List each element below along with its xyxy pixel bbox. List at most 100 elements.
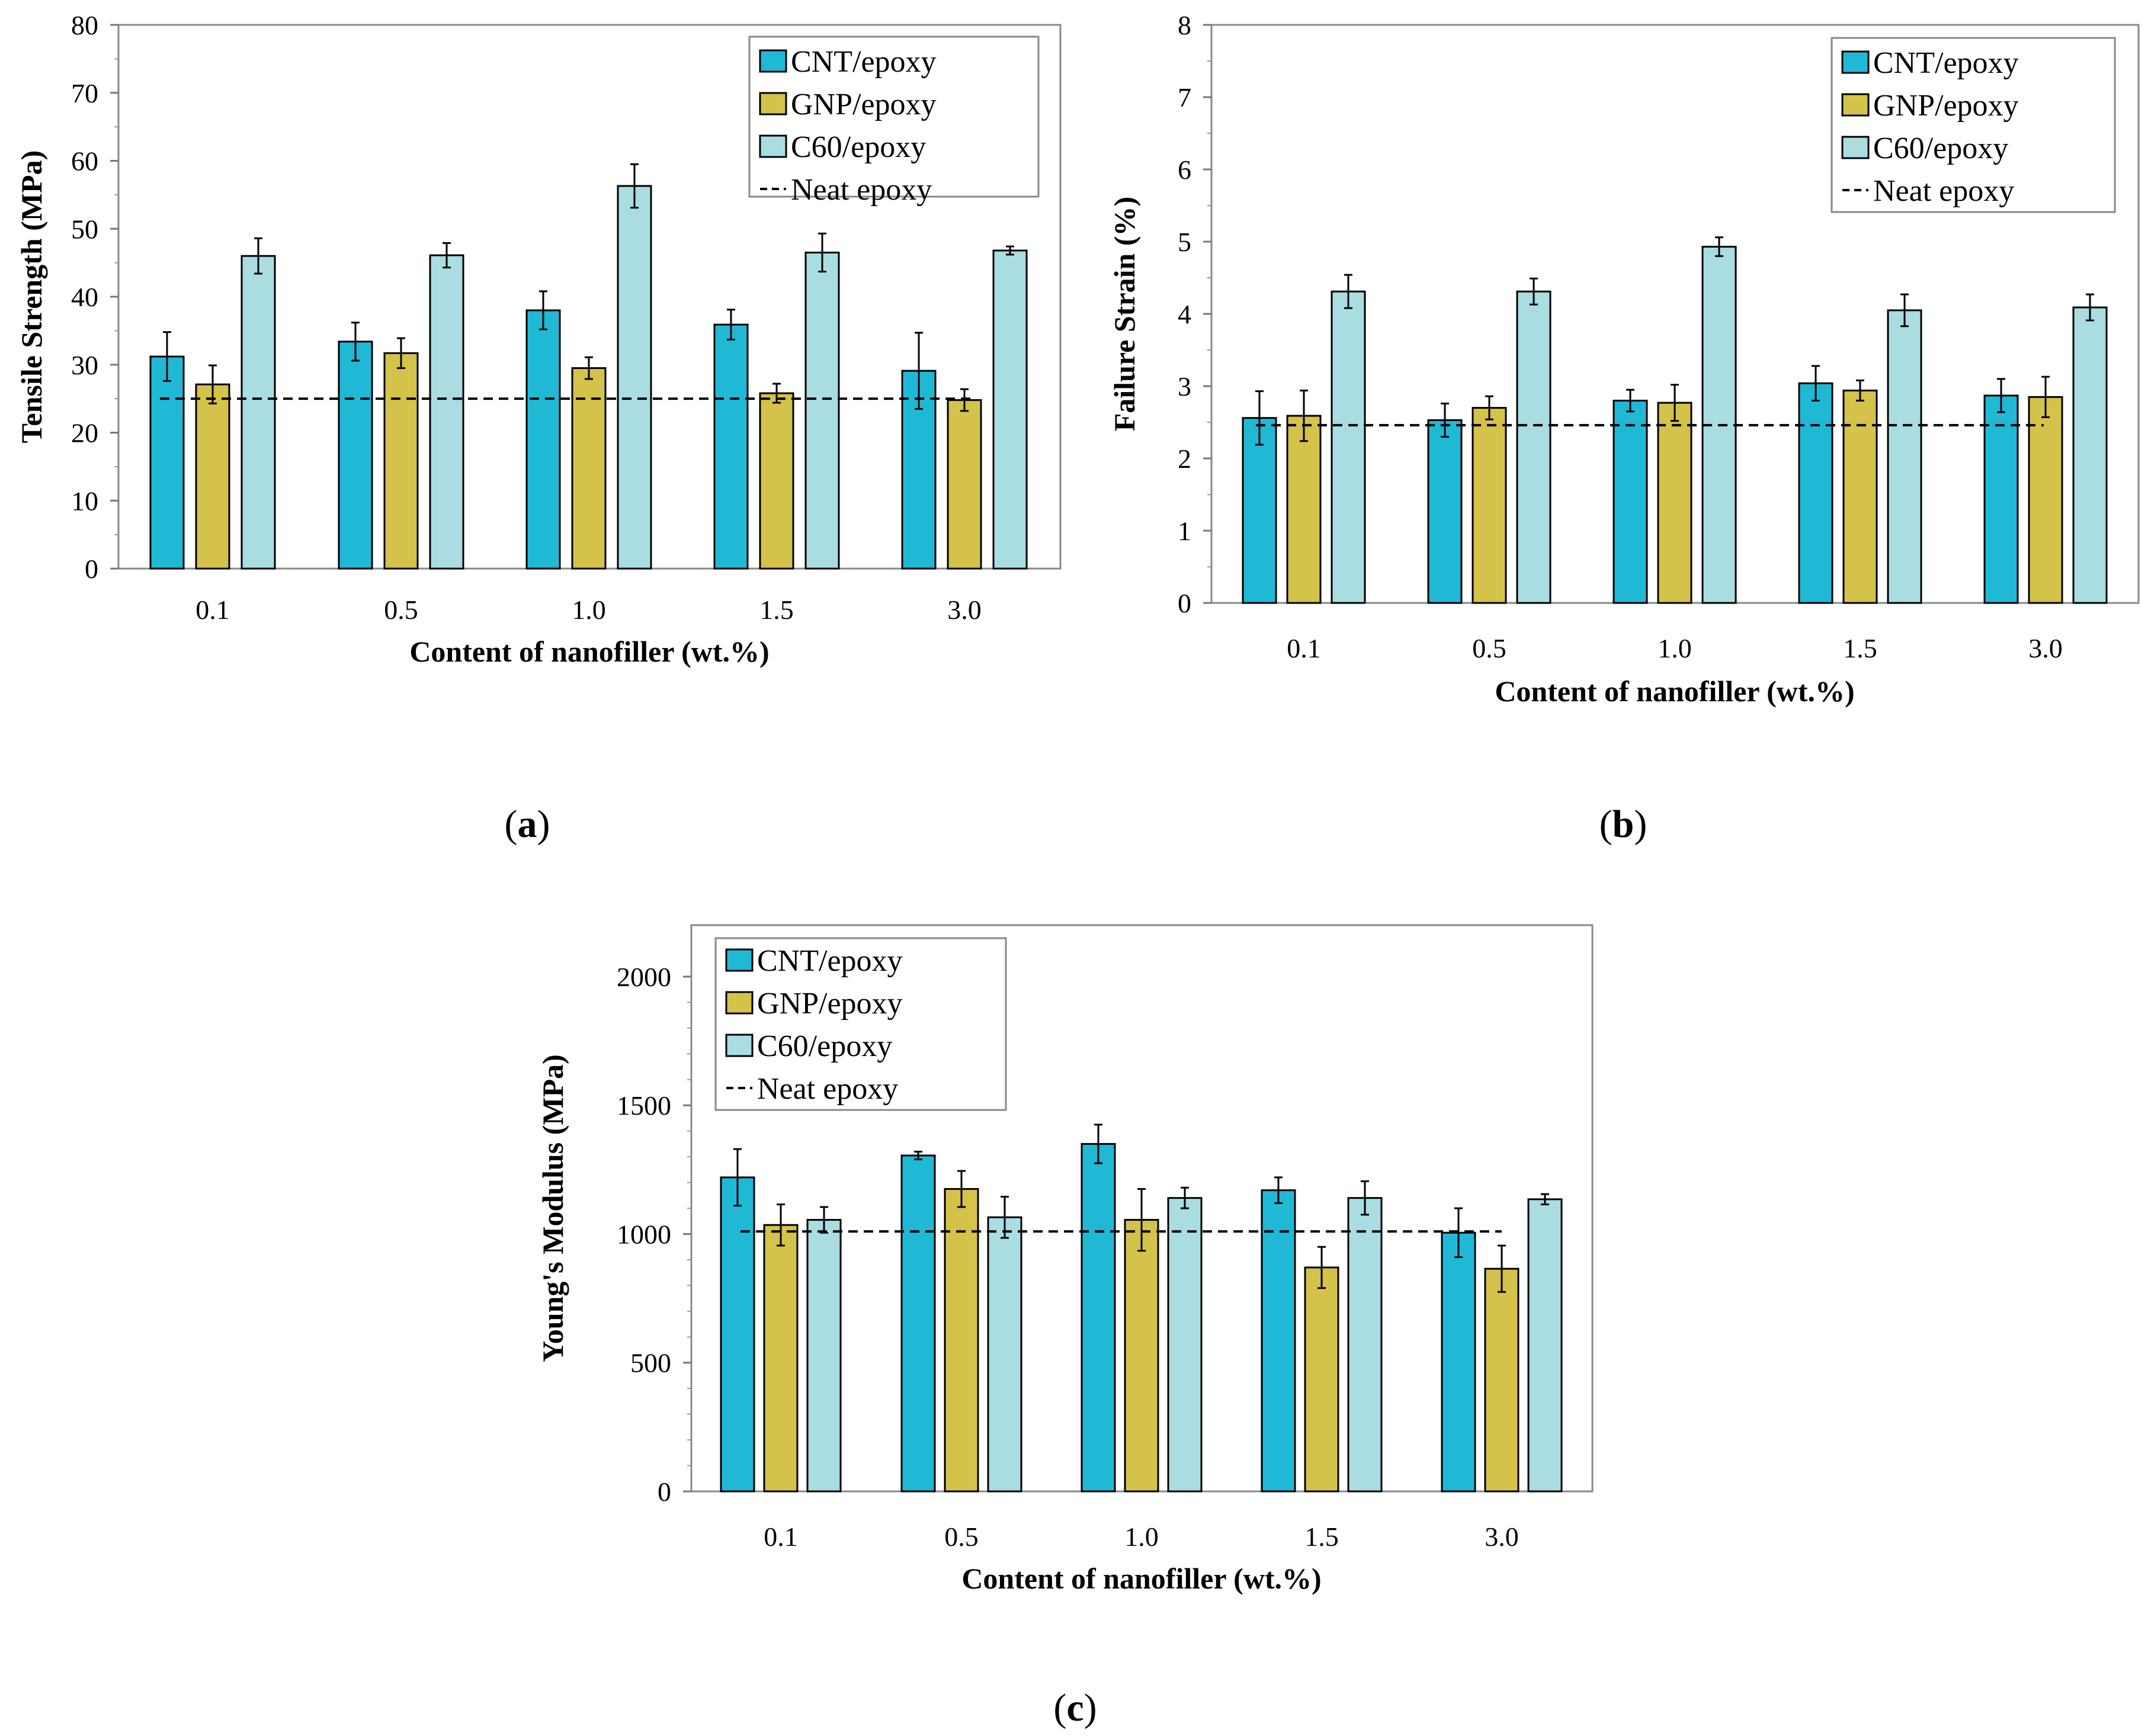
bar-cnt-0.5 (1427, 419, 1463, 604)
y-tick-label: 1500 (617, 1090, 671, 1121)
legend-box (1831, 37, 2116, 213)
bar-cnt-1.5 (713, 323, 749, 570)
bar-cnt-0.5 (900, 1154, 936, 1493)
x-tick-label: 1.5 (759, 595, 794, 625)
y-tick-labels-b: 0 1 2 3 4 5 6 7 8 (1178, 10, 1211, 618)
bar-cnt-1.0 (1613, 399, 1648, 604)
bar-cnt-3.0 (1441, 1231, 1476, 1493)
y-tick-label: 30 (71, 350, 98, 380)
legend-box (714, 937, 1007, 1111)
bar-c60-0.5 (1516, 290, 1551, 604)
bar-gnp-0.5 (944, 1188, 979, 1493)
legend-label: Neat epoxy (1873, 174, 2014, 208)
bar-gnp-1.5 (1842, 389, 1878, 604)
legend-swatch (725, 991, 754, 1015)
bar-cnt-0.1 (1242, 417, 1277, 604)
x-tick-label: 0.1 (1287, 633, 1321, 663)
y-tick-label: 4 (1178, 299, 1191, 329)
legend-label: C60/epoxy (757, 1029, 892, 1063)
bar-gnp-0.1 (195, 383, 230, 570)
bar-cnt-1.5 (1798, 382, 1833, 604)
bar-gnp-1.0 (1657, 402, 1692, 604)
legend-label: C60/epoxy (791, 130, 926, 164)
legend-swatch (1841, 136, 1870, 159)
legend-label: C60/epoxy (1873, 131, 2008, 165)
legend-box (748, 36, 1040, 198)
legend-swatch (1841, 93, 1870, 117)
y-tick-label: 20 (71, 418, 98, 448)
legend-label: GNP/epoxy (757, 987, 903, 1021)
chart-panel-a: 0 10 20 30 40 50 60 70 80 0.1 0.5 1.0 1.5 3.0 Conten… (15, 10, 1062, 846)
y-tick-label: 3 (1178, 371, 1191, 402)
bar-gnp-0.1 (1286, 415, 1322, 604)
y-tick-label: 5 (1178, 227, 1191, 257)
bar-cnt-1.0 (1081, 1143, 1116, 1493)
legend-swatch (1841, 50, 1870, 74)
y-tick-labels-a: 0 10 20 30 40 50 60 70 80 (71, 10, 118, 584)
y-tick-label: 8 (1178, 10, 1191, 40)
legend-a: CNT/epoxy GNP/epoxy C60/epoxy Neat epoxy (748, 36, 1040, 207)
panel-letter-a: a (518, 803, 537, 846)
bar-cnt-0.1 (720, 1176, 755, 1493)
x-tick-labels-c: 0.1 0.5 1.0 1.5 3.0 (764, 1522, 1519, 1552)
y-axis-title-c: Young's Modulus (MPa) (536, 1054, 569, 1362)
legend-label: GNP/epoxy (791, 88, 937, 121)
x-tick-label: 3.0 (947, 595, 982, 625)
y-tick-label: 80 (71, 10, 98, 40)
x-tick-labels-b: 0.1 0.5 1.0 1.5 3.0 (1287, 633, 2063, 663)
panel-letter-b: b (1613, 803, 1634, 846)
legend-swatch (725, 1034, 754, 1057)
legend-swatch (759, 92, 787, 115)
bars-b (1242, 246, 2108, 604)
x-axis-title-c: Content of nanofiller (wt.%) (961, 1562, 1321, 1595)
y-minor-ticks-b (1207, 60, 1211, 567)
x-axis-title-a: Content of nanofiller (wt.%) (409, 635, 769, 668)
legend-b: CNT/epoxy GNP/epoxy C60/epoxy Neat epoxy (1831, 37, 2116, 213)
x-tick-label: 1.5 (1304, 1522, 1339, 1552)
y-tick-label: 500 (630, 1348, 671, 1378)
y-axis-title-a: Tensile Strength (MPa) (15, 150, 48, 443)
legend-label: CNT/epoxy (757, 944, 903, 978)
bar-cnt-3.0 (1983, 394, 2019, 604)
x-tick-label: 1.0 (1124, 1522, 1159, 1552)
panel-label-c: (c) (1053, 1686, 1097, 1729)
legend-label: CNT/epoxy (1873, 46, 2019, 80)
bar-gnp-0.1 (763, 1224, 799, 1493)
y-tick-label: 2000 (617, 962, 671, 992)
legend-swatch (725, 948, 754, 972)
x-axis-title-b: Content of nanofiller (wt.%) (1495, 675, 1854, 708)
bar-c60-0.5 (429, 254, 464, 570)
chart-panel-b: 0 1 2 3 4 5 6 7 8 0.1 0.5 1.0 1.5 3.0 Content of nan… (1108, 10, 2140, 846)
bar-gnp-0.5 (383, 352, 419, 570)
bar-c60-1.5 (804, 251, 840, 570)
bar-c60-3.0 (2072, 306, 2108, 604)
legend-swatch (759, 49, 787, 73)
bars-c (720, 1143, 1563, 1493)
bar-gnp-1.5 (759, 392, 794, 570)
x-tick-label: 3.0 (2028, 633, 2063, 663)
y-tick-label: 2 (1178, 444, 1191, 474)
bar-gnp-0.5 (1472, 407, 1507, 604)
legend-label: CNT/epoxy (791, 45, 937, 79)
y-axis-title-b: Failure Strain (%) (1108, 197, 1141, 431)
y-tick-label: 1 (1178, 516, 1191, 546)
bar-c60-0.1 (1331, 290, 1366, 604)
bar-c60-1.0 (617, 185, 652, 570)
y-tick-label: 40 (71, 282, 98, 312)
bar-cnt-1.5 (1261, 1189, 1296, 1493)
y-tick-label: 10 (71, 486, 98, 516)
x-tick-label: 0.5 (1472, 633, 1506, 663)
y-tick-label: 70 (71, 78, 98, 108)
y-tick-label: 50 (71, 214, 98, 244)
y-minor-ticks-c (687, 1002, 691, 1467)
bar-c60-3.0 (1527, 1198, 1563, 1493)
x-tick-label: 1.5 (1843, 633, 1877, 663)
bar-c60-3.0 (992, 249, 1028, 570)
x-tick-label: 3.0 (1485, 1522, 1519, 1552)
bar-c60-0.1 (806, 1219, 842, 1493)
bar-cnt-0.1 (149, 355, 185, 570)
error-bars-c (733, 1124, 1549, 1293)
bars-a (149, 185, 1028, 570)
bar-cnt-0.5 (338, 341, 373, 570)
